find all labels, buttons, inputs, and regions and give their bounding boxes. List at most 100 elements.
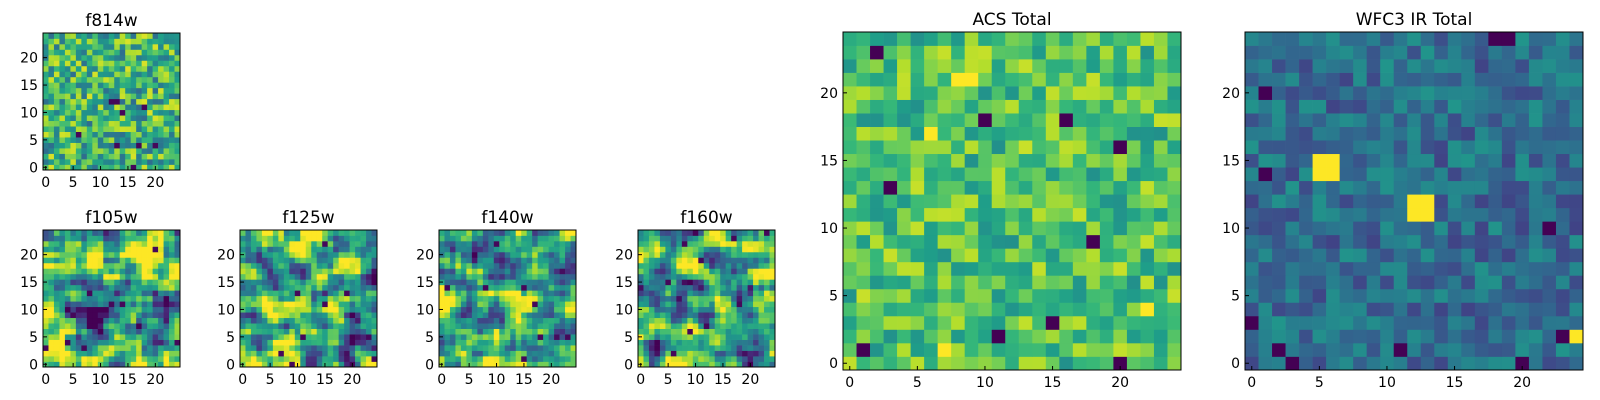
heatmap-cell [86,54,93,61]
x-tick-label: 5 [266,372,275,388]
y-tick-label: 0 [29,160,38,176]
heatmap-cell [910,72,925,87]
heatmap-cell [1072,356,1087,371]
heatmap-cell [344,240,350,247]
heatmap-cell [1312,342,1327,357]
heatmap-cell [515,273,522,280]
heatmap-cell [81,137,88,143]
heatmap-cell [322,230,329,236]
heatmap-cell [951,221,966,236]
heatmap-cell [108,148,115,154]
heatmap-cell [731,273,737,280]
heatmap-cell [294,246,301,253]
heatmap-cell [114,142,121,149]
heatmap-cell [559,328,566,335]
heatmap-cell [1339,153,1354,168]
heatmap-cell [81,301,88,308]
heatmap-cell [169,240,175,247]
heatmap-cell [327,235,334,242]
heatmap-cell [294,356,301,362]
heatmap-cell [333,235,339,242]
heatmap-cell [1126,194,1141,209]
heatmap-cell [856,288,871,303]
heatmap-cell [477,339,484,346]
heatmap-cell [1339,180,1354,195]
heatmap-cell [278,240,285,247]
heatmap-cell [158,49,164,56]
heatmap-cell [1528,194,1543,209]
heatmap-cell [499,268,506,275]
heatmap-cell [937,59,952,73]
heatmap-cell [141,82,148,89]
heatmap-cell [114,137,121,143]
heatmap-cell [327,334,334,340]
heatmap-cell [1153,167,1168,182]
heatmap-cell [147,126,153,132]
heatmap-cell [843,315,857,330]
heatmap-cell [289,328,296,335]
heatmap-cell [119,334,126,340]
heatmap-cell [64,98,71,105]
heatmap-cell [278,268,285,275]
heatmap-cell [1272,275,1286,290]
heatmap-cell [333,312,339,319]
heatmap-cell [163,284,170,291]
heatmap-cell [1167,167,1182,182]
heatmap-cell [742,312,748,319]
heatmap-cell [648,317,655,324]
heatmap-cell [64,323,71,329]
heatmap-cell [526,279,533,286]
heatmap-cell [43,295,49,302]
heatmap-cell [114,356,121,362]
heatmap-cell [439,240,445,247]
heatmap-cell [543,328,549,335]
heatmap-cell [152,273,159,280]
heatmap-cell [1380,113,1395,127]
heatmap-cell [736,317,743,324]
heatmap-cell [449,257,456,264]
heatmap-cell [692,290,699,297]
heatmap-cell [692,328,699,335]
heatmap-cell [532,295,538,302]
heatmap-cell [163,148,170,154]
heatmap-cell [92,65,99,72]
heatmap-cell [366,295,372,302]
heatmap-cell [714,350,721,357]
heatmap-cell [283,273,290,280]
heatmap-cell [1099,180,1114,195]
heatmap-cell [349,317,356,324]
heatmap-cell [676,246,683,253]
heatmap-cell [499,284,506,291]
heatmap-cell [477,279,484,286]
heatmap-cell [1434,315,1449,330]
heatmap-cell [648,240,655,247]
heatmap-cell [937,153,952,168]
heatmap-cell [843,234,857,249]
heatmap-cell [991,288,1006,303]
heatmap-cell [1285,153,1300,168]
heatmap-cell [152,148,159,154]
heatmap-cell [455,290,462,297]
heatmap-cell [1407,288,1422,303]
heatmap-cell [1501,342,1516,357]
y-tick-label: 10 [20,105,38,121]
heatmap-cell [455,246,462,253]
heatmap-cell [1153,288,1168,303]
heatmap-cell [742,279,748,286]
heatmap-cell [870,288,884,303]
heatmap-cell [1059,153,1074,168]
heatmap-cell [1126,32,1141,46]
heatmap-cell [48,148,55,154]
heatmap-cell [504,301,511,308]
heatmap-cell [1153,59,1168,73]
heatmap-cell [1434,72,1449,87]
heatmap-cell [344,345,350,351]
heatmap-cell [360,235,367,242]
heatmap-cell [692,240,699,247]
heatmap-cell [1474,329,1489,344]
heatmap-cell [141,109,148,116]
heatmap-cell [1099,45,1114,60]
heatmap-cell [53,361,60,368]
heatmap-cell [570,284,577,291]
heatmap-cell [648,268,655,275]
